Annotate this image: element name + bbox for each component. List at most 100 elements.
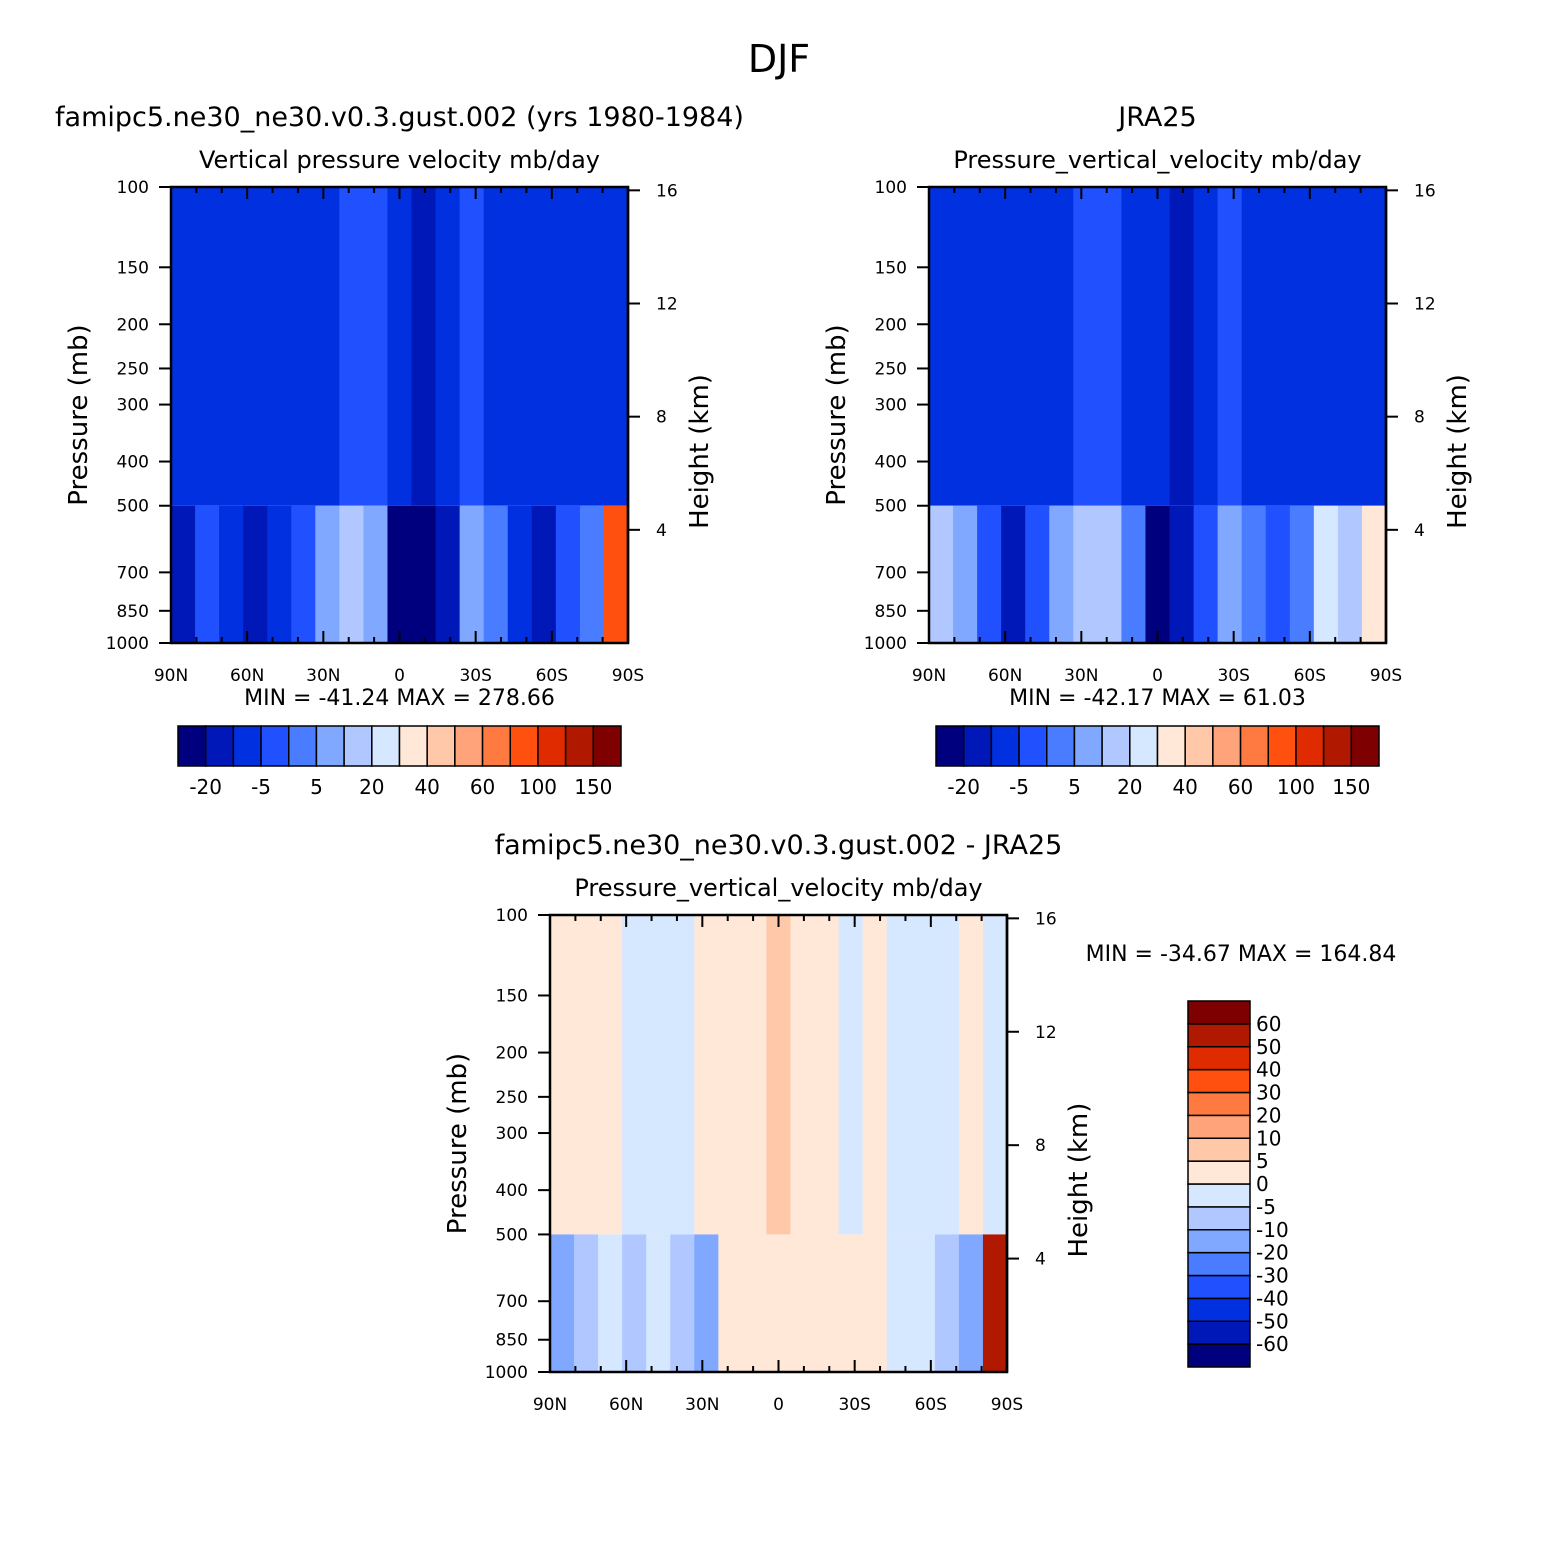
colorbar-label: -60 xyxy=(1256,1332,1289,1356)
contour-cell-upper xyxy=(1049,187,1074,506)
colorbar-swatch xyxy=(1187,1000,1251,1025)
contour-cell-upper xyxy=(929,187,954,506)
contour-cell-upper xyxy=(579,187,605,506)
contour-cell-lower xyxy=(1145,505,1171,643)
colorbar-swatch xyxy=(935,725,965,767)
colorbar-label: 5 xyxy=(310,775,323,799)
contour-cell-upper xyxy=(982,915,1008,1235)
x-tick-label: 90S xyxy=(991,1395,1023,1415)
y-tick-label: 150 xyxy=(875,258,907,278)
contour-cell-lower xyxy=(267,505,292,643)
contour-cell-upper xyxy=(958,915,984,1235)
colorbar-swatch xyxy=(1129,725,1159,767)
contour-cell-upper xyxy=(622,915,647,1235)
y-tick-label: 200 xyxy=(496,1044,528,1064)
contour-cell-upper xyxy=(718,915,744,1235)
contour-cell-lower xyxy=(550,1234,575,1372)
contour-cell-lower xyxy=(862,1234,888,1372)
colorbar-swatch xyxy=(288,725,318,767)
contour-cell-upper xyxy=(886,915,912,1235)
contour-cell-lower xyxy=(1265,505,1291,643)
contour-cell-lower xyxy=(555,505,581,643)
colorbar-swatch xyxy=(481,725,511,767)
colorbar-swatch xyxy=(1046,725,1076,767)
contour-cell-upper xyxy=(219,187,244,506)
contour-cell-lower xyxy=(982,1234,1008,1372)
y-tick-label: 850 xyxy=(875,602,907,622)
colorbar-label: 20 xyxy=(1117,775,1142,799)
contour-cell-upper xyxy=(1001,187,1026,506)
contour-cell-upper xyxy=(953,187,978,506)
colorbar-label: 100 xyxy=(519,775,557,799)
y-right-tick-label: 8 xyxy=(656,408,667,428)
contour-cell-lower xyxy=(838,1234,864,1372)
contour-cell-upper xyxy=(814,915,840,1235)
x-tick-label: 90N xyxy=(912,666,946,686)
figure-title: DJF xyxy=(748,37,810,81)
colorbar-swatch xyxy=(990,725,1020,767)
y-tick-label: 850 xyxy=(496,1331,528,1351)
y-tick-label: 300 xyxy=(496,1124,528,1144)
contour-cell-lower xyxy=(531,505,557,643)
x-tick-label: 60N xyxy=(609,1395,643,1415)
x-tick-label: 30N xyxy=(306,666,340,686)
y-tick-label: 250 xyxy=(117,359,149,379)
colorbar-swatch xyxy=(1187,1297,1251,1322)
contour-cell-upper xyxy=(1193,187,1219,506)
contour-cell-lower xyxy=(171,505,196,643)
contour-cell-upper xyxy=(862,915,888,1235)
contour-cell-upper xyxy=(387,187,413,506)
colorbar-swatch xyxy=(1322,725,1353,767)
contour-cell-lower xyxy=(1217,505,1243,643)
contour-cell-upper xyxy=(1265,187,1291,506)
colorbar-swatch xyxy=(592,725,622,767)
colorbar-swatch xyxy=(1187,1046,1251,1071)
contour-cell-upper xyxy=(550,915,575,1235)
contour-cell-lower xyxy=(315,505,340,643)
contour-cell-lower xyxy=(1193,505,1219,643)
y-right-axis-title: Height (km) xyxy=(1443,374,1473,529)
x-tick-label: 90N xyxy=(533,1395,567,1415)
y-axis-title: Pressure (mb) xyxy=(822,324,852,505)
colorbar-label: 150 xyxy=(1332,775,1370,799)
colorbar-label: 0 xyxy=(1256,1172,1269,1196)
contour-cell-lower xyxy=(929,505,954,643)
x-tick-label: 60S xyxy=(915,1395,947,1415)
contour-cell-lower xyxy=(387,505,413,643)
contour-cell-lower xyxy=(219,505,244,643)
y-tick-label: 1000 xyxy=(106,634,149,654)
panel-title: JRA25 xyxy=(1116,102,1196,133)
colorbar-swatch xyxy=(1156,725,1186,767)
colorbar-label: 5 xyxy=(1256,1149,1269,1173)
contour-cell-upper xyxy=(339,187,365,506)
y-right-axis-title: Height (km) xyxy=(1064,1103,1094,1258)
contour-cell-upper xyxy=(195,187,220,506)
x-tick-label: 90S xyxy=(1370,666,1402,686)
min-max-stats: MIN = -41.24 MAX = 278.66 xyxy=(244,686,555,711)
colorbar-swatch xyxy=(1187,1183,1251,1208)
y-tick-label: 100 xyxy=(875,178,907,198)
colorbar-swatch xyxy=(1187,1251,1251,1277)
contour-cell-lower xyxy=(579,505,605,643)
colorbar-swatch xyxy=(371,725,401,767)
panel-subtitle: Pressure_vertical_velocity mb/day xyxy=(574,874,982,902)
y-axis-title: Pressure (mb) xyxy=(64,324,94,505)
colorbar-swatch xyxy=(1187,1343,1251,1368)
contour-cell-lower xyxy=(603,505,629,643)
contour-cell-upper xyxy=(670,915,695,1235)
y-tick-label: 250 xyxy=(496,1088,528,1108)
colorbar-swatch xyxy=(1018,725,1048,767)
contour-cell-lower xyxy=(435,505,461,643)
colorbar-label: 60 xyxy=(1256,1012,1281,1036)
contour-cell-lower xyxy=(1289,505,1315,643)
colorbar-swatch xyxy=(232,725,262,767)
x-tick-label: 30S xyxy=(1217,666,1249,686)
contour-cell-upper xyxy=(267,187,292,506)
y-tick-label: 200 xyxy=(875,315,907,335)
colorbar-label: 60 xyxy=(1228,775,1253,799)
x-tick-label: 0 xyxy=(1152,666,1163,686)
obs-panel: JRA25 Pressure_vertical_velocity mb/day 90… xyxy=(822,102,1473,799)
colorbar-label: -5 xyxy=(1009,775,1029,799)
panel-title: famipc5.ne30_ne30.v0.3.gust.002 (yrs 198… xyxy=(55,102,744,133)
colorbar-label: 20 xyxy=(359,775,384,799)
